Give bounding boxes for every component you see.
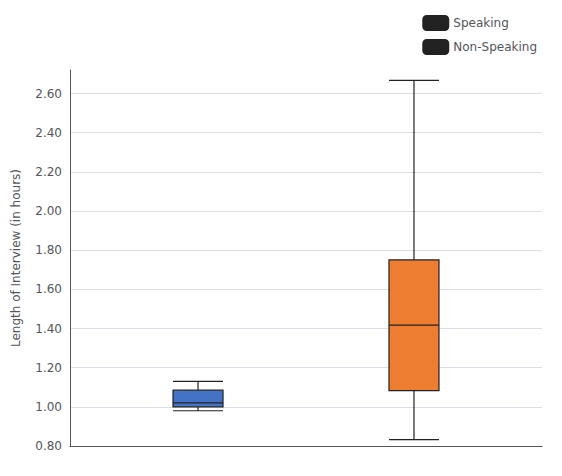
svg-text:2.40: 2.40 [35, 126, 62, 140]
svg-text:Speaking: Speaking [453, 16, 508, 30]
svg-text:0.80: 0.80 [35, 439, 62, 453]
svg-text:Non-Speaking: Non-Speaking [453, 40, 537, 54]
svg-text:1.60: 1.60 [35, 282, 62, 296]
svg-text:1.00: 1.00 [35, 400, 62, 414]
svg-text:1.20: 1.20 [35, 361, 62, 375]
svg-text:2.20: 2.20 [35, 165, 62, 179]
svg-text:Length of Interview (in hours): Length of Interview (in hours) [9, 169, 23, 347]
svg-text:1.40: 1.40 [35, 322, 62, 336]
svg-text:1.80: 1.80 [35, 243, 62, 257]
svg-text:2.00: 2.00 [35, 204, 62, 218]
svg-text:2.60: 2.60 [35, 87, 62, 101]
